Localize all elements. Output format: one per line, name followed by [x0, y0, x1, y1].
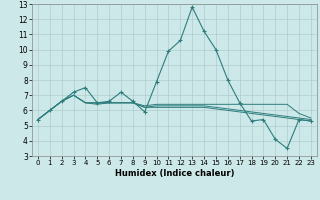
X-axis label: Humidex (Indice chaleur): Humidex (Indice chaleur): [115, 169, 234, 178]
